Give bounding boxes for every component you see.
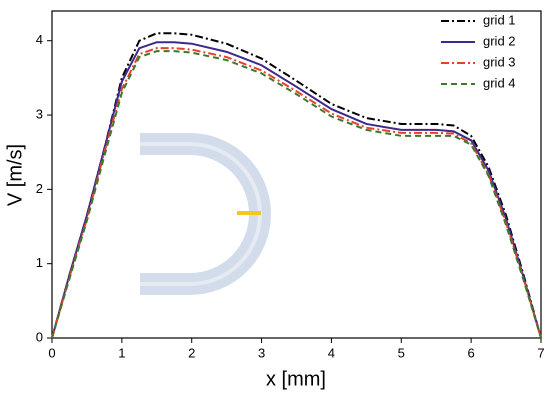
x-tick-label: 6 [468,345,475,360]
y-tick-label: 1 [36,255,43,270]
line-series [51,50,542,339]
x-tick-label: 5 [398,345,405,360]
y-tick-label: 0 [36,329,43,344]
x-tick-label: 4 [328,345,335,360]
x-tick-label: 0 [48,345,55,360]
x-tick-label: 1 [118,345,125,360]
y-tick-label: 2 [36,181,43,196]
pipe-inset [140,133,271,295]
legend-label: grid 2 [483,33,516,48]
legend-label: grid 4 [483,75,516,90]
legend-label: grid 3 [483,54,516,69]
y-tick-label: 4 [36,32,43,47]
plot-frame [51,10,542,339]
line-series [51,47,542,339]
line-series [51,32,542,339]
y-axis-label: V [m/s] [4,144,26,206]
y-tick-label: 3 [36,106,43,121]
x-tick-label: 7 [537,345,544,360]
legend-label: grid 1 [483,12,516,27]
x-tick-label: 2 [188,345,195,360]
line-series [51,41,542,339]
x-axis-label: x [mm] [266,368,326,390]
x-tick-label: 3 [258,345,265,360]
